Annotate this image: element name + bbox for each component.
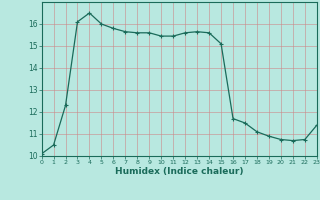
X-axis label: Humidex (Indice chaleur): Humidex (Indice chaleur) (115, 167, 244, 176)
